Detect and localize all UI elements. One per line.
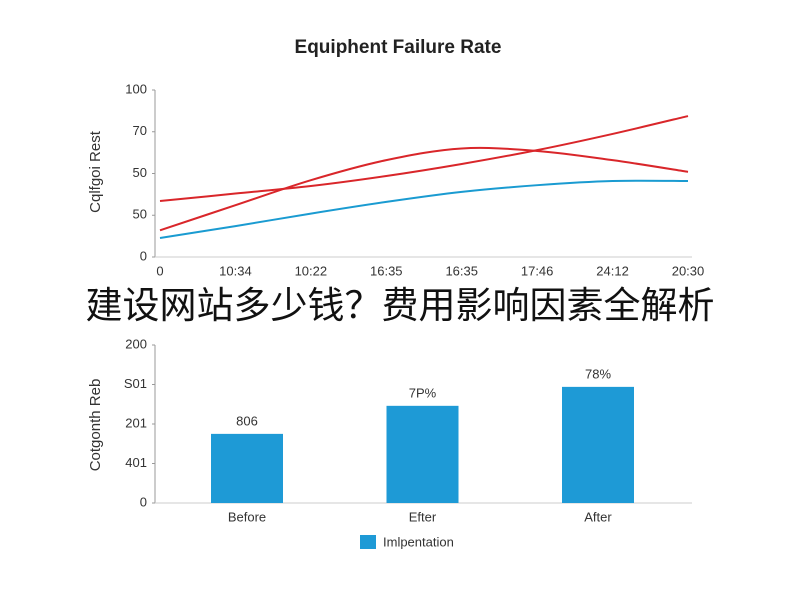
overlay-text: 建设网站多少钱？费用影响因素全解析	[86, 285, 715, 326]
line-series	[159, 115, 689, 203]
y-tick-label: 201	[125, 415, 147, 430]
x-tick-label: 16:35	[370, 263, 403, 278]
line-series	[159, 179, 689, 239]
bar-annotation: 806	[236, 413, 258, 428]
legend-swatch	[360, 535, 376, 549]
x-tick-label: 20:30	[672, 263, 705, 278]
x-tick-label: 0	[156, 263, 163, 278]
y-tick-label: 70	[133, 123, 147, 138]
x-tick-label: Before	[228, 509, 266, 524]
y-tick-label: 0	[140, 248, 147, 263]
bar	[386, 405, 459, 503]
y-tick-label: 50	[133, 165, 147, 180]
line-series	[159, 146, 689, 232]
y-tick-label: 200	[125, 336, 147, 351]
bar-annotation: 78%	[585, 366, 611, 381]
charts: 0 50 50 70 100 0 10:34 10:22 16:35 16:35 17:46 24:1…	[124, 81, 704, 549]
y-axis-label: Cqlfgoi Rest	[87, 130, 104, 213]
y-tick-label: S01	[124, 376, 147, 391]
x-tick-label: 17:46	[521, 263, 554, 278]
y-tick-label: 100	[125, 81, 147, 96]
x-tick-label: 10:34	[219, 263, 252, 278]
y-tick-label: 0	[140, 494, 147, 509]
x-tick-label: 10:22	[295, 263, 328, 278]
y-tick-label: 50	[133, 207, 147, 222]
y-tick-label: 401	[125, 455, 147, 470]
legend-label: Imlpentation	[383, 534, 454, 549]
bar	[211, 433, 283, 503]
chart-title: Equiphent Failure Rate	[295, 37, 502, 58]
x-tick-label: 24:12	[596, 263, 629, 278]
x-tick-label: After	[584, 509, 612, 524]
x-tick-label: 16:35	[445, 263, 478, 278]
bar	[562, 386, 634, 503]
bar-annotation: 7P%	[409, 385, 437, 400]
x-tick-label: Efter	[409, 509, 437, 524]
y-axis-label: Cotgonth Reb	[87, 379, 104, 472]
